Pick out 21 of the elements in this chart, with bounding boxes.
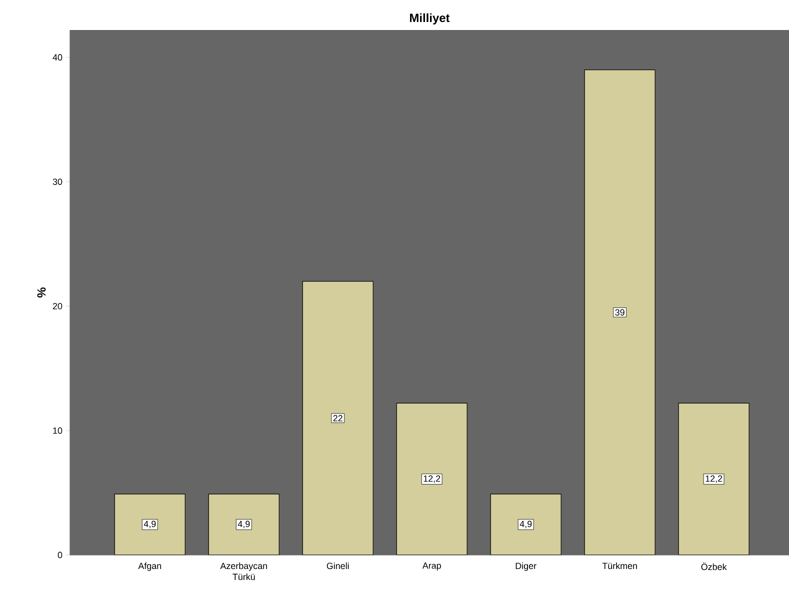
data-label: 12,2 — [424, 475, 440, 483]
data-label: 39 — [615, 309, 624, 316]
y-tick-label: 20 — [52, 302, 62, 310]
data-label: 22 — [333, 415, 342, 422]
x-tick-label: Türkmen — [602, 562, 637, 570]
y-tick-label: 0 — [58, 552, 62, 558]
y-tick-label: 30 — [52, 178, 62, 185]
y-tick-label: 40 — [52, 54, 62, 61]
y-axis-title: % — [37, 287, 46, 298]
x-tick-label: Arap — [422, 562, 441, 571]
x-tick-label: Afgan — [138, 562, 162, 571]
x-tick-label: Özbek — [701, 562, 727, 570]
x-tick-label: Azerbaycan Türkü — [220, 562, 267, 580]
data-label: 12,2 — [706, 475, 722, 483]
y-tick-label: 10 — [53, 427, 62, 434]
x-tick-label: Gineli — [326, 562, 349, 570]
data-label: 4,9 — [520, 520, 532, 528]
data-label: 4,9 — [238, 520, 250, 528]
x-tick-label: Diger — [516, 562, 536, 571]
chart-title: Milliyet — [410, 13, 450, 24]
data-label: 4,9 — [144, 520, 156, 528]
